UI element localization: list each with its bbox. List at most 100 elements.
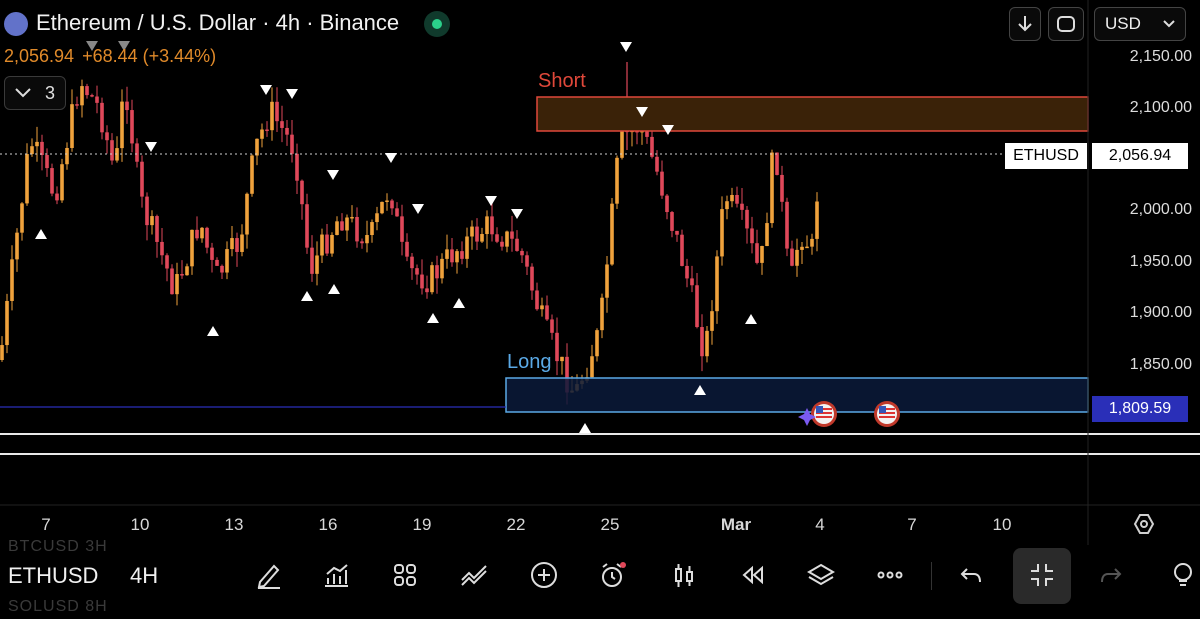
- add-icon[interactable]: [527, 558, 561, 592]
- price-tick: 1,950.00: [1129, 253, 1192, 270]
- chevron-down-icon: [15, 88, 31, 98]
- short-zone[interactable]: [536, 96, 1089, 132]
- candle-body: [740, 203, 744, 210]
- fullscreen-button[interactable]: [1048, 7, 1084, 41]
- interval-picker[interactable]: 4H: [130, 563, 159, 588]
- currency-select[interactable]: USD: [1094, 7, 1186, 41]
- candle-body: [235, 238, 239, 252]
- price-chart[interactable]: [0, 0, 1200, 545]
- candle-body: [395, 208, 399, 217]
- fractal-markers: [35, 41, 757, 433]
- candle-body: [340, 221, 344, 231]
- candle-body: [150, 216, 154, 226]
- candle-body: [195, 229, 199, 239]
- candle-body: [25, 154, 29, 204]
- candle-body: [600, 297, 604, 331]
- candle-body: [650, 136, 654, 157]
- candle-body: [90, 95, 94, 97]
- candle-body: [205, 227, 209, 248]
- candle-body: [85, 86, 89, 96]
- fractal-up-marker: [328, 284, 340, 294]
- month-label: Mar: [720, 515, 752, 534]
- candle-body: [765, 223, 769, 247]
- trend-icon[interactable]: [457, 558, 491, 592]
- candle-body: [130, 110, 134, 144]
- candle-body: [65, 147, 69, 165]
- alert-icon[interactable]: [596, 558, 630, 592]
- candle-body: [355, 216, 359, 242]
- axis-settings-icon[interactable]: [1133, 514, 1155, 534]
- fractal-down-marker: [485, 196, 497, 206]
- price-quote: 2,056.94 +68.44 (+3.44%): [4, 46, 224, 67]
- candle-body: [455, 251, 459, 263]
- bulb-icon[interactable]: [1168, 558, 1198, 592]
- more-icon[interactable]: [873, 558, 907, 592]
- candle-body: [20, 203, 24, 233]
- replay-icon[interactable]: [735, 558, 769, 592]
- symbol-picker[interactable]: ETHUSD: [8, 563, 99, 588]
- fullscreen-icon: [1057, 16, 1075, 32]
- grid-icon[interactable]: [388, 558, 422, 592]
- candle-body: [370, 222, 374, 236]
- date-label: 16: [318, 515, 338, 534]
- candle-body: [415, 268, 419, 275]
- candle-body: [480, 234, 484, 242]
- layers-icon[interactable]: [804, 558, 838, 592]
- collapse-icon[interactable]: [1025, 558, 1059, 592]
- candle-body: [725, 201, 729, 210]
- candle-body: [315, 255, 319, 274]
- candle-body: [105, 132, 109, 141]
- undo-icon[interactable]: [954, 558, 988, 592]
- candle-body: [280, 121, 284, 128]
- candle-body: [220, 265, 224, 273]
- candle-body: [335, 221, 339, 235]
- candle-body: [10, 259, 14, 301]
- draw-icon[interactable]: [252, 558, 286, 592]
- candle-body: [305, 204, 309, 248]
- candle-body: [510, 231, 514, 239]
- candle-body: [180, 274, 184, 276]
- us-event-flag[interactable]: [811, 401, 837, 427]
- price-tick: 2,150.00: [1129, 48, 1192, 65]
- redo-icon[interactable]: [1094, 558, 1128, 592]
- ethereum-logo-icon: [4, 12, 28, 36]
- symbol-picker-prev[interactable]: BTCUSD 3H: [8, 538, 108, 555]
- candle-body: [15, 232, 19, 260]
- long-zone[interactable]: [505, 377, 1089, 413]
- candle-body: [695, 285, 699, 328]
- candle-body: [410, 256, 414, 269]
- date-label: 25: [600, 515, 620, 534]
- candle-body: [490, 216, 494, 235]
- candle-body: [475, 226, 479, 242]
- download-button[interactable]: [1009, 7, 1041, 41]
- candle-body: [540, 305, 544, 310]
- candle-body: [50, 168, 54, 194]
- chart-title: Ethereum / U.S. Dollar · 4h · Binance: [36, 10, 400, 35]
- indicators-toggle-button[interactable]: 3: [4, 76, 66, 110]
- candle-body: [770, 152, 774, 224]
- indicators-icon[interactable]: [319, 558, 353, 592]
- symbol-picker-next[interactable]: SOLUSD 8H: [8, 598, 108, 615]
- fractal-down-marker: [118, 41, 130, 51]
- candle-body: [405, 241, 409, 257]
- us-event-flag[interactable]: [874, 401, 900, 427]
- candle-body: [170, 268, 174, 295]
- date-label: 7: [907, 515, 917, 534]
- candle-body: [795, 249, 799, 266]
- candles-icon[interactable]: [667, 558, 701, 592]
- candle-body: [145, 196, 149, 226]
- candle-body: [295, 153, 299, 181]
- candle-body: [730, 194, 734, 202]
- fractal-down-marker: [260, 85, 272, 95]
- candle-body: [750, 228, 754, 244]
- candle-body: [445, 249, 449, 259]
- candle-body: [125, 101, 129, 111]
- candle-body: [620, 126, 624, 158]
- candle-body: [470, 226, 474, 237]
- candle-body: [275, 101, 279, 122]
- fractal-up-marker: [301, 291, 313, 301]
- candle-body: [35, 141, 39, 147]
- last-price: 2,056.94: [4, 46, 75, 66]
- candle-body: [375, 213, 379, 223]
- candle-body: [515, 238, 519, 251]
